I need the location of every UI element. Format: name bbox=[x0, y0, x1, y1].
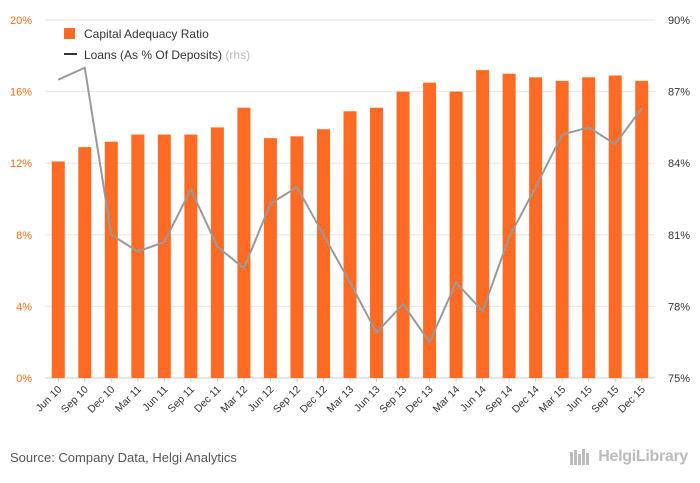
legend-label-line-suffix: (rhs) bbox=[225, 48, 250, 62]
bar bbox=[316, 129, 330, 378]
bar bbox=[210, 127, 224, 379]
x-axis-tick-label: Sep 11 bbox=[166, 384, 198, 416]
legend-label-line-name: Loans (As % Of Deposits) bbox=[84, 48, 222, 62]
x-axis-tick-label: Mar 13 bbox=[325, 384, 357, 416]
left-axis-tick-label: 4% bbox=[16, 301, 32, 313]
bar-series bbox=[51, 70, 649, 379]
right-axis-tick-label: 81% bbox=[668, 230, 690, 242]
x-axis-tick-label: Dec 10 bbox=[85, 384, 117, 416]
bar bbox=[237, 107, 251, 379]
right-axis-tick-label: 75% bbox=[668, 373, 690, 385]
x-axis-tick-label: Sep 10 bbox=[59, 384, 91, 416]
bar bbox=[423, 82, 437, 379]
bar bbox=[104, 141, 118, 378]
x-axis-tick-label: Dec 14 bbox=[510, 384, 542, 416]
x-axis-tick-label: Jun 12 bbox=[246, 384, 277, 415]
x-axis-tick-label: Mar 12 bbox=[218, 384, 250, 416]
bar bbox=[263, 138, 277, 378]
bar bbox=[555, 80, 569, 379]
bar bbox=[635, 80, 649, 379]
x-axis-tick-label: Sep 13 bbox=[377, 384, 409, 416]
bar bbox=[184, 134, 198, 378]
x-axis-tick-label: Dec 11 bbox=[192, 384, 224, 416]
bar bbox=[529, 77, 543, 378]
bar bbox=[51, 161, 65, 378]
loans-line bbox=[57, 66, 643, 344]
left-axis-tick-label: 16% bbox=[10, 87, 32, 99]
x-axis-tick-label: Jun 11 bbox=[140, 384, 170, 414]
right-axis-tick-label: 90% bbox=[668, 15, 690, 27]
bar bbox=[131, 134, 145, 378]
right-axis: 75% 78% 81% 84% 87% 90% bbox=[668, 15, 690, 385]
bar bbox=[396, 91, 410, 378]
library-icon bbox=[570, 449, 590, 465]
x-axis-tick-label: Jun 14 bbox=[458, 384, 489, 415]
x-axis-tick-label: Sep 14 bbox=[483, 384, 515, 416]
bar bbox=[476, 70, 490, 379]
bar bbox=[343, 111, 357, 378]
legend-swatch-bar bbox=[64, 28, 75, 39]
bar bbox=[502, 73, 516, 378]
bar bbox=[157, 134, 171, 378]
x-axis-tick-label: Mar 14 bbox=[431, 384, 463, 416]
legend-label-bar: Capital Adequacy Ratio bbox=[84, 27, 209, 41]
left-axis-tick-label: 20% bbox=[10, 15, 32, 27]
legend: Capital Adequacy Ratio Loans (As % Of De… bbox=[64, 27, 250, 62]
right-axis-tick-label: 87% bbox=[668, 87, 690, 99]
x-axis-tick-label: Jun 13 bbox=[352, 384, 383, 415]
x-axis-tick-label: Jun 15 bbox=[564, 384, 595, 415]
x-axis-tick-label: Sep 12 bbox=[271, 384, 303, 416]
right-axis-tick-label: 78% bbox=[668, 301, 690, 313]
bar bbox=[78, 147, 92, 378]
left-axis-tick-label: 12% bbox=[10, 158, 32, 170]
left-axis: 0% 4% 8% 12% 16% 20% bbox=[10, 15, 32, 385]
brand-logo: HelgiLibrary bbox=[570, 448, 688, 466]
x-axis-tick-label: Mar 15 bbox=[537, 384, 569, 416]
left-axis-tick-label: 8% bbox=[16, 230, 32, 242]
line-series bbox=[57, 66, 643, 344]
x-axis-tick-label: Dec 15 bbox=[616, 384, 648, 416]
left-axis-tick-label: 0% bbox=[16, 373, 32, 385]
x-axis-tick-label: Sep 15 bbox=[589, 384, 621, 416]
x-axis-tick-label: Dec 12 bbox=[298, 384, 330, 416]
bar bbox=[582, 77, 596, 378]
bar bbox=[290, 136, 304, 378]
right-axis-tick-label: 84% bbox=[668, 158, 690, 170]
source-note: Source: Company Data, Helgi Analytics bbox=[10, 450, 237, 465]
x-axis-tick-label: Mar 11 bbox=[113, 384, 144, 415]
legend-label-line: Loans (As % Of Deposits) (rhs) bbox=[84, 48, 250, 62]
logo-text: HelgiLibrary bbox=[598, 448, 688, 465]
bar bbox=[370, 107, 384, 379]
x-axis-tick-label: Dec 13 bbox=[404, 384, 436, 416]
bar bbox=[608, 75, 622, 379]
x-axis-tick-label: Jun 10 bbox=[34, 384, 65, 415]
bar bbox=[449, 91, 463, 378]
